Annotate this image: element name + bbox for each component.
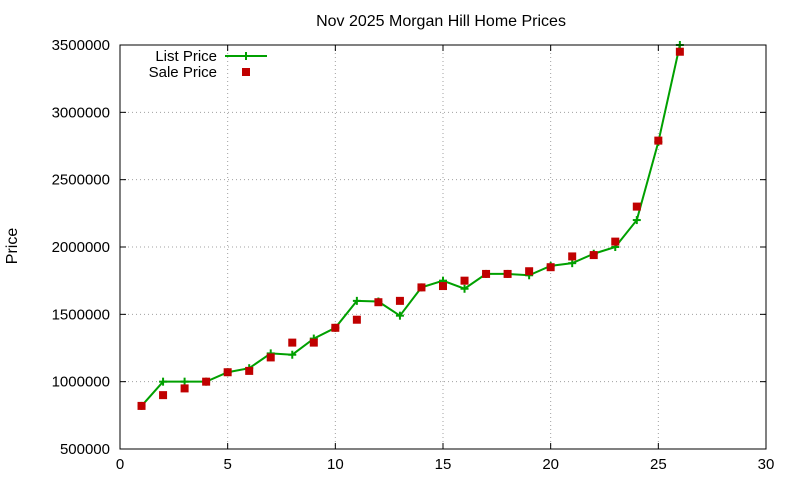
list-price-point xyxy=(395,311,404,320)
sale-price-point xyxy=(503,269,512,278)
x-tick-label: 30 xyxy=(758,456,775,473)
list-price-point xyxy=(460,284,469,293)
x-tick-label: 0 xyxy=(116,456,124,473)
sale-price-point xyxy=(352,315,361,324)
y-tick-label: 2000000 xyxy=(52,239,110,256)
x-tick-label: 5 xyxy=(223,456,231,473)
sale-price-point xyxy=(589,251,598,260)
y-tick-label: 2500000 xyxy=(52,172,110,189)
sale-price-point xyxy=(654,136,663,145)
legend-label: List Price xyxy=(155,48,217,65)
sale-price-point xyxy=(374,298,383,307)
sale-price-point xyxy=(137,401,146,410)
sale-price-point xyxy=(245,366,254,375)
list-price-point xyxy=(288,350,297,359)
grid xyxy=(120,45,766,449)
x-tick-label: 10 xyxy=(327,456,344,473)
sale-price-point xyxy=(331,323,340,332)
sale-price-point xyxy=(309,338,318,347)
list-price-point xyxy=(180,377,189,386)
sale-price-point xyxy=(546,263,555,272)
sale-price-point xyxy=(395,296,404,305)
legend-square-swatch xyxy=(242,68,250,76)
sale-price-point xyxy=(417,283,426,292)
x-tick-label: 15 xyxy=(435,456,452,473)
sale-price-point xyxy=(611,237,620,246)
axis-ticks: 0 5 10 15 20 25 30 500000 1000000 1500000 2000000 2… xyxy=(52,37,775,473)
y-tick-label: 1000000 xyxy=(52,374,110,391)
y-tick-label: 1500000 xyxy=(52,306,110,323)
y-tick-label: 3000000 xyxy=(52,104,110,121)
legend-plus-swatch xyxy=(242,52,250,60)
sale-price-point xyxy=(568,252,577,261)
chart-title: Nov 2025 Morgan Hill Home Prices xyxy=(316,13,566,30)
x-tick-label: 25 xyxy=(650,456,667,473)
list-price-point xyxy=(632,216,641,225)
sale-price-point xyxy=(632,202,641,211)
sale-price-point xyxy=(439,282,447,291)
y-tick-label: 500000 xyxy=(60,441,110,458)
plot-series xyxy=(137,41,684,410)
y-axis-label: Price xyxy=(4,228,21,265)
x-tick-label: 20 xyxy=(542,456,559,473)
sale-price-point xyxy=(525,267,534,276)
legend-label: Sale Price xyxy=(149,64,217,81)
sale-price-point xyxy=(288,338,297,347)
sale-price-point xyxy=(266,353,275,362)
sale-price-point xyxy=(460,276,469,285)
sale-price-point xyxy=(675,47,684,56)
series-sale-price xyxy=(137,47,684,410)
list-price-point xyxy=(159,377,168,386)
y-tick-label: 3500000 xyxy=(52,37,110,54)
sale-price-point xyxy=(202,377,211,386)
sale-price-point xyxy=(180,384,189,393)
list-price-point xyxy=(568,259,577,268)
sale-price-point xyxy=(223,368,232,377)
list-price-point xyxy=(352,296,361,305)
sale-price-point xyxy=(159,391,168,400)
sale-price-point xyxy=(482,269,491,278)
